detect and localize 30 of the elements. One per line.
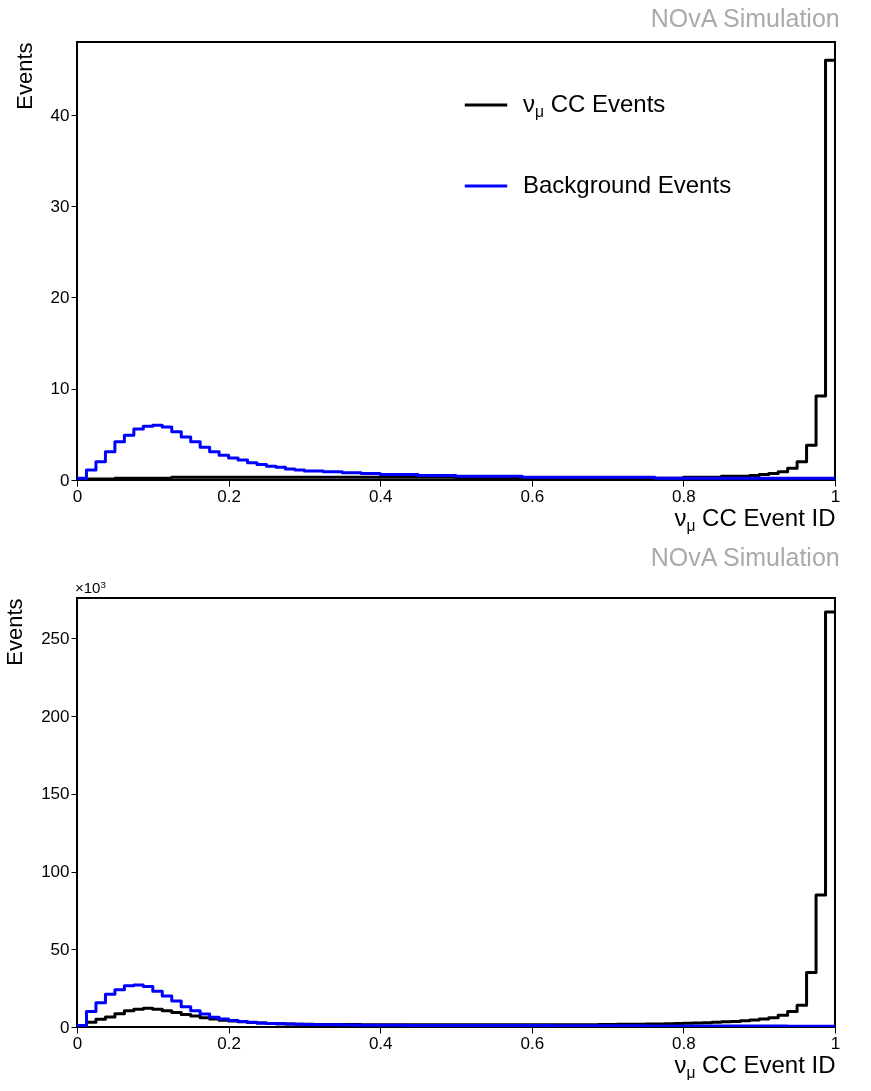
y-tick-label: 50: [50, 939, 70, 959]
x-tick-label: 0.6: [520, 1033, 545, 1053]
y-tick-label: 0: [60, 470, 70, 490]
x-axis-title: ν$_{μ}$ CC Event ID: [674, 503, 836, 534]
y-tick-label: 40: [50, 105, 70, 125]
y-tick-label: 150: [41, 784, 70, 804]
x-tick-label: 1: [830, 1033, 841, 1053]
x-tick-label: 1: [830, 486, 841, 506]
y-tick-label: 200: [41, 706, 70, 726]
chart-title: NOvA Simulation: [650, 543, 840, 571]
x-tick-label: 0.2: [217, 1033, 241, 1053]
y-axis-title: Events: [11, 42, 37, 110]
y-tick-label: 100: [41, 862, 70, 882]
x-tick-label: 0.4: [368, 1033, 393, 1053]
legend-label: ν$_{μ}$ CC Events: [523, 90, 666, 120]
text: ×10$^{3}$: [75, 578, 106, 596]
y-tick-label: 10: [50, 379, 70, 399]
y-tick-label: 20: [50, 288, 70, 307]
legend-label: Background Events: [523, 171, 732, 198]
x-tick-label: 0.8: [672, 486, 696, 506]
x-tick-label: 0.6: [520, 486, 545, 506]
x-tick-label: 0.2: [217, 486, 241, 506]
y-tick-label: 30: [50, 196, 70, 216]
y-axis-title: Events: [2, 598, 28, 666]
y-tick-label: 0: [60, 1017, 70, 1037]
x-tick-label: 0.8: [672, 1033, 696, 1053]
y-tick-label: 250: [41, 628, 70, 648]
x-axis-title: ν$_{μ}$ CC Event ID: [674, 1050, 836, 1081]
x-tick-label: 0.4: [368, 486, 393, 506]
chart-title: NOvA Simulation: [650, 4, 840, 32]
